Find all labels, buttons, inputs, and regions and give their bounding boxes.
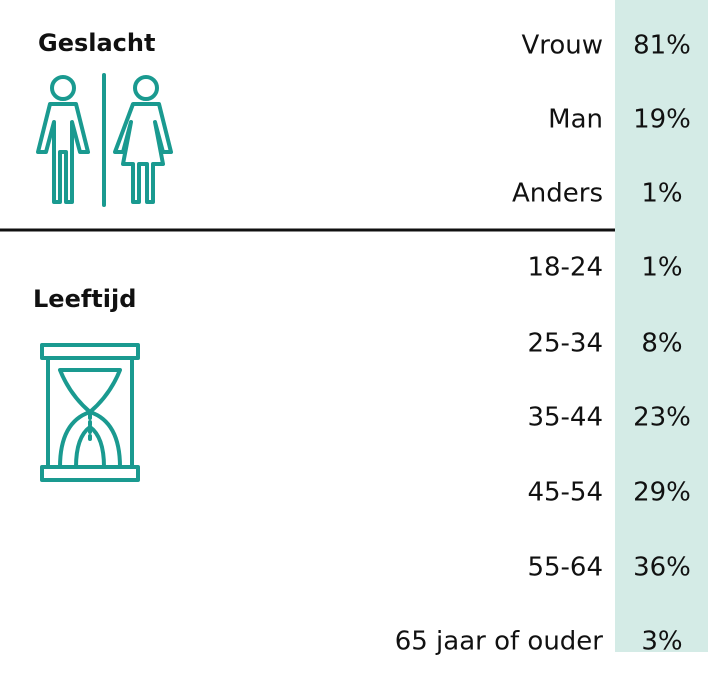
- row-label: Vrouw: [521, 31, 603, 61]
- row-value: 36%: [633, 553, 691, 583]
- section-title: Leeftijd: [33, 285, 136, 313]
- row-value: 23%: [633, 403, 691, 433]
- row-label: 55-64: [527, 553, 603, 583]
- row-label: 18-24: [527, 253, 603, 283]
- row-value: 8%: [641, 329, 682, 359]
- hourglass-icon: [40, 343, 140, 482]
- row-label: Anders: [512, 179, 603, 209]
- row-value: 1%: [641, 253, 682, 283]
- row-value: 19%: [633, 105, 691, 135]
- row-value: 81%: [633, 31, 691, 61]
- row-label: 25-34: [527, 329, 603, 359]
- gender-icon: [36, 73, 173, 207]
- row-label: Man: [548, 105, 603, 135]
- row-value: 3%: [641, 627, 682, 657]
- row-label: 35-44: [527, 403, 603, 433]
- row-value: 1%: [641, 179, 682, 209]
- row-value: 29%: [633, 478, 691, 508]
- row-label: 45-54: [527, 478, 603, 508]
- row-label: 65 jaar of ouder: [395, 627, 604, 657]
- value-column: [615, 0, 708, 652]
- section-title: Geslacht: [38, 29, 155, 57]
